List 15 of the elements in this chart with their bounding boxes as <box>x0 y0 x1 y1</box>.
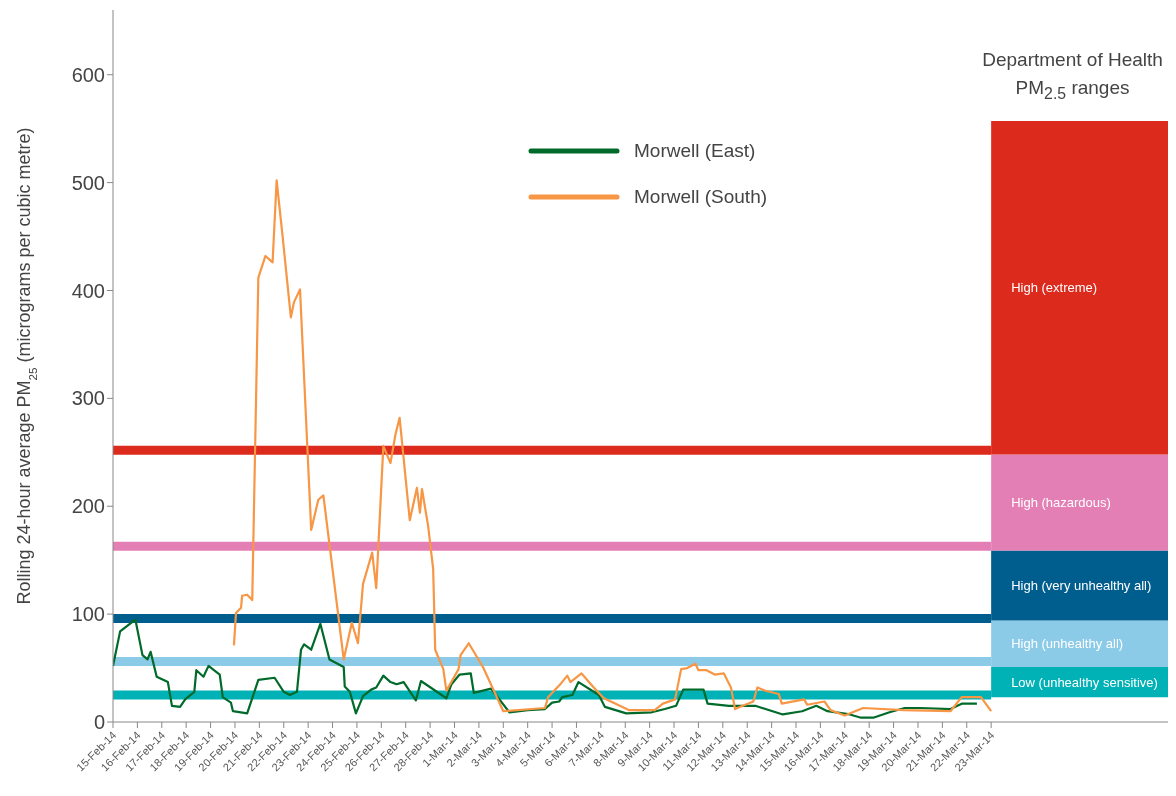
y-tick-label: 200 <box>71 495 105 518</box>
band-label: High (unhealthy all) <box>1011 636 1124 652</box>
band-label: High (very unhealthy all) <box>1011 578 1152 594</box>
y-tick-label: 600 <box>71 63 105 86</box>
y-tick-label: 400 <box>71 279 105 302</box>
y-tick-label: 100 <box>71 603 105 626</box>
band-label: Low (unhealthy sensitive) <box>1011 674 1158 690</box>
y-tick-label: 500 <box>71 171 105 194</box>
band-label: High (extreme) <box>1011 280 1098 296</box>
legend-label: Morwell (South) <box>634 186 768 208</box>
band-label: High (hazardous) <box>1011 495 1111 511</box>
annotation: Department of Health PM$_{2.5}$ ranges <box>981 48 1164 104</box>
legend-label: Morwell (East) <box>634 140 756 162</box>
y-tick-label: 300 <box>71 387 105 410</box>
y-tick-label: 0 <box>93 711 105 734</box>
